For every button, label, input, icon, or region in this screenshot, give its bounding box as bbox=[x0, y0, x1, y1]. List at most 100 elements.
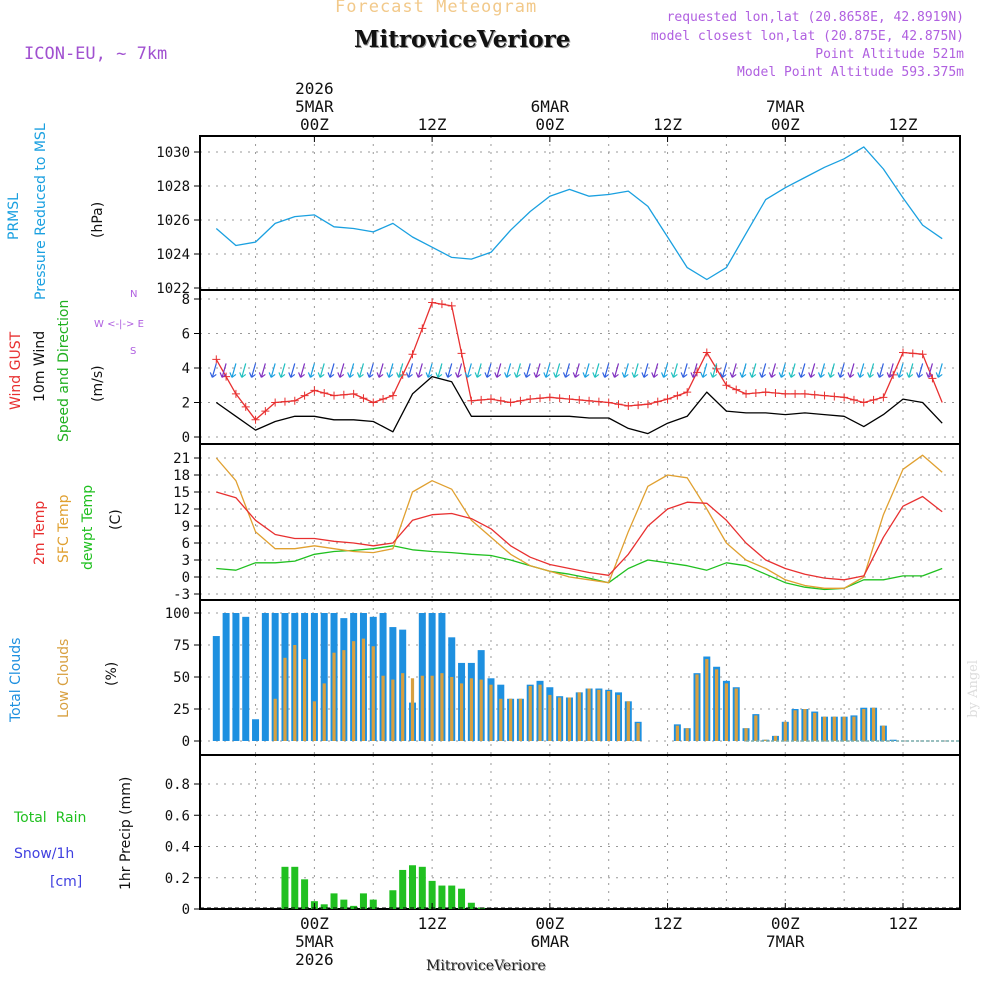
y-tick-label: 0.2 bbox=[165, 871, 190, 887]
gust-marker bbox=[555, 394, 564, 403]
wind-direction-arrow bbox=[572, 363, 580, 378]
low-cloud-bar bbox=[607, 691, 611, 741]
wind-direction-arrow bbox=[386, 363, 394, 378]
gust-marker bbox=[732, 385, 741, 394]
rain-bar bbox=[330, 893, 338, 909]
wind-direction-arrow bbox=[298, 363, 306, 378]
wind-direction-arrow bbox=[925, 363, 934, 378]
wind-direction-arrow bbox=[396, 363, 404, 378]
wind-direction-arrow bbox=[778, 363, 786, 378]
rain-bar bbox=[359, 893, 367, 909]
wind-direction-arrow bbox=[808, 363, 816, 378]
gust-marker bbox=[457, 349, 466, 358]
gust-marker bbox=[477, 395, 486, 404]
wind-direction-arrow bbox=[631, 363, 639, 378]
gust-marker bbox=[310, 386, 319, 395]
rain-bar bbox=[399, 869, 407, 909]
gust-marker bbox=[330, 391, 339, 400]
gust-marker bbox=[280, 397, 289, 406]
low-cloud-bar bbox=[813, 712, 817, 741]
legend-speed-direction: Speed and Direction bbox=[56, 299, 72, 442]
low-cloud-bar bbox=[528, 685, 532, 741]
wind-direction-arrow bbox=[916, 363, 924, 378]
bottom-location-label: MitroviceVeriore bbox=[426, 958, 546, 974]
wind-direction-arrow bbox=[376, 363, 384, 378]
low-cloud-bar bbox=[881, 725, 885, 741]
total-cloud-bar bbox=[261, 613, 269, 741]
low-cloud-bar bbox=[783, 721, 787, 741]
y-tick-label: 1024 bbox=[156, 247, 190, 263]
low-cloud-bar bbox=[744, 728, 748, 741]
wind-direction-arrow bbox=[847, 363, 855, 378]
rain-bar bbox=[448, 885, 456, 909]
top-time-label: 12Z bbox=[653, 115, 682, 134]
wind-direction-arrow bbox=[788, 363, 796, 378]
wind-direction-arrow bbox=[602, 363, 610, 378]
total-cloud-bar bbox=[242, 616, 250, 741]
bottom-time-label: 5MAR bbox=[295, 932, 334, 951]
wind-direction-arrow bbox=[405, 363, 414, 378]
bottom-time-label: 2026 bbox=[295, 950, 334, 969]
gust-marker bbox=[653, 397, 662, 406]
gust-marker bbox=[771, 389, 780, 398]
top-time-label: 12Z bbox=[889, 115, 918, 134]
y-tick-label: 0 bbox=[182, 570, 190, 586]
wind-direction-arrow bbox=[543, 363, 551, 378]
gust-marker bbox=[849, 395, 858, 404]
y-tick-label: 0 bbox=[182, 734, 190, 750]
wind-direction-arrow bbox=[229, 363, 237, 378]
wind-direction-arrow bbox=[278, 363, 286, 378]
wind-direction-arrow bbox=[258, 363, 266, 378]
chart-title: Forecast Meteogram bbox=[335, 0, 538, 17]
closest-coords: model closest lon,lat (20.875E, 42.875N) bbox=[650, 29, 964, 44]
wind-10m-line bbox=[215, 375, 943, 435]
low-cloud-bar bbox=[361, 638, 366, 741]
bottom-time-label: 7MAR bbox=[766, 932, 805, 951]
low-cloud-bar bbox=[793, 710, 797, 741]
gust-marker bbox=[545, 393, 554, 402]
wind-direction-arrow bbox=[670, 363, 678, 378]
rain-bar bbox=[281, 866, 289, 909]
wind-direction-arrow bbox=[876, 363, 884, 378]
y-tick-label: 25 bbox=[173, 702, 190, 718]
gust-marker bbox=[869, 395, 878, 404]
low-cloud-bar bbox=[273, 698, 277, 741]
gust-marker bbox=[251, 415, 260, 424]
gust-marker bbox=[271, 398, 280, 407]
gust-marker bbox=[899, 348, 907, 357]
wind-direction-arrow bbox=[219, 363, 227, 378]
top-time-label: 5MAR bbox=[295, 97, 334, 116]
gust-marker bbox=[643, 400, 652, 409]
wind-direction-arrow bbox=[886, 363, 894, 378]
low-cloud-bar bbox=[293, 645, 297, 741]
watermark: by Angel bbox=[966, 660, 981, 718]
total-cloud-bar bbox=[310, 613, 318, 741]
wind-direction-arrow bbox=[739, 363, 747, 378]
top-time-label: 00Z bbox=[771, 115, 800, 134]
wind-direction-arrow bbox=[454, 363, 463, 378]
low-cloud-bar bbox=[695, 674, 699, 741]
rain-bar bbox=[409, 865, 416, 909]
rain-bar bbox=[301, 879, 309, 909]
low-cloud-bar bbox=[587, 688, 591, 741]
gust-marker bbox=[634, 401, 643, 410]
temp-2m-line bbox=[216, 491, 943, 581]
rain-bar bbox=[369, 899, 377, 909]
requested-coords: requested lon,lat (20.8658E, 42.8919N) bbox=[666, 10, 964, 25]
low-cloud-bar bbox=[509, 698, 513, 741]
gust-marker bbox=[879, 393, 888, 402]
low-cloud-bar bbox=[705, 659, 709, 741]
low-cloud-bar bbox=[499, 698, 503, 741]
total-cloud-bar bbox=[232, 613, 240, 741]
gust-marker bbox=[614, 400, 623, 409]
wind-direction-arrow bbox=[474, 363, 482, 378]
top-time-label: 00Z bbox=[300, 115, 329, 134]
rain-bar bbox=[320, 904, 328, 909]
low-cloud-bar bbox=[391, 679, 395, 741]
legend-prmsl: PRMSL bbox=[6, 193, 22, 240]
y-tick-label: 100 bbox=[165, 606, 190, 622]
legend-clouds-unit: (%) bbox=[104, 661, 120, 686]
low-cloud-bar bbox=[803, 709, 807, 741]
legend-snow: Snow/1h bbox=[14, 846, 75, 862]
